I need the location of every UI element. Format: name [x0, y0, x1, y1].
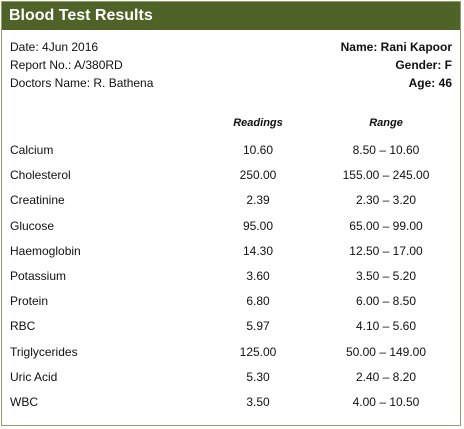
table-row: Protein 6.80 6.00 – 8.50: [2, 291, 460, 316]
table-row: Cholesterol 250.00 155.00 – 245.00: [2, 165, 460, 190]
test-reading: 3.60: [246, 268, 270, 283]
test-reading: 125.00: [239, 344, 277, 359]
report-number: Report No.: A/380RD: [10, 58, 123, 72]
table-row: Glucose 95.00 65.00 – 99.00: [2, 216, 460, 241]
table-row: Uric Acid 5.30 2.40 – 8.20: [2, 367, 460, 392]
test-name: RBC: [10, 319, 36, 334]
test-range: 2.30 – 3.20: [355, 193, 417, 208]
test-reading: 95.00: [242, 218, 274, 233]
test-reading: 10.60: [242, 143, 274, 157]
test-reading: 5.97: [246, 319, 270, 334]
patient-meta: Name: Rani Kapoor Gender: F Age: 46: [341, 39, 452, 93]
test-reading: 5.30: [246, 369, 270, 384]
test-range: 155.00 – 245.00: [342, 168, 430, 183]
test-name: Calcium: [10, 143, 54, 157]
column-header-readings: Readings: [233, 117, 283, 129]
test-range: 12.50 – 17.00: [349, 243, 423, 258]
test-name: Creatinine: [10, 193, 65, 208]
test-name: Uric Acid: [10, 369, 58, 384]
test-range: 4.10 – 5.60: [355, 319, 417, 334]
table-row: Triglycerides 125.00 50.00 – 149.00: [2, 342, 460, 367]
table-row: Haemoglobin 14.30 12.50 – 17.00: [2, 241, 460, 266]
test-name: WBC: [10, 394, 38, 409]
table-row: WBC 3.50 4.00 – 10.50: [2, 392, 460, 417]
test-range: 6.00 – 8.50: [355, 294, 417, 309]
test-name: Haemoglobin: [10, 243, 81, 258]
test-name: Triglycerides: [10, 344, 78, 359]
test-range: 65.00 – 99.00: [349, 218, 423, 233]
test-range: 4.00 – 10.50: [352, 394, 420, 409]
results-table: Calcium 10.60 8.50 – 10.60 Cholesterol 250.0…: [2, 140, 460, 417]
test-name: Cholesterol: [10, 168, 71, 183]
column-header-range: Range: [369, 117, 403, 129]
table-row: Creatinine 2.39 2.30 – 3.20: [2, 190, 460, 215]
test-range: 3.50 – 5.20: [355, 268, 417, 283]
test-name: Potassium: [10, 268, 67, 283]
test-reading: 14.30: [242, 243, 274, 258]
doctor-name: Doctors Name: R. Bathena: [10, 76, 154, 90]
table-row: Calcium 10.60 8.50 – 10.60: [2, 140, 460, 165]
test-reading: 3.50: [246, 394, 270, 409]
patient-name: Name: Rani Kapoor: [340, 40, 452, 54]
report-title: Blood Test Results: [2, 2, 460, 30]
test-range: 50.00 – 149.00: [345, 344, 427, 359]
test-range: 2.40 – 8.20: [355, 369, 417, 384]
report-meta-left: Date: 4Jun 2016 Report No.: A/380RD Doct…: [10, 39, 153, 93]
test-reading: 2.39: [246, 193, 270, 208]
test-reading: 250.00: [239, 168, 277, 183]
table-row: Potassium 3.60 3.50 – 5.20: [2, 266, 460, 291]
table-row: RBC 5.97 4.10 – 5.60: [2, 316, 460, 341]
report-date: Date: 4Jun 2016: [10, 40, 99, 54]
test-name: Glucose: [10, 218, 55, 233]
patient-gender: Gender: F: [395, 58, 452, 72]
test-reading: 6.80: [246, 294, 270, 309]
test-range: 8.50 – 10.60: [352, 143, 420, 157]
patient-age: Age: 46: [408, 76, 452, 90]
test-name: Protein: [10, 294, 49, 309]
